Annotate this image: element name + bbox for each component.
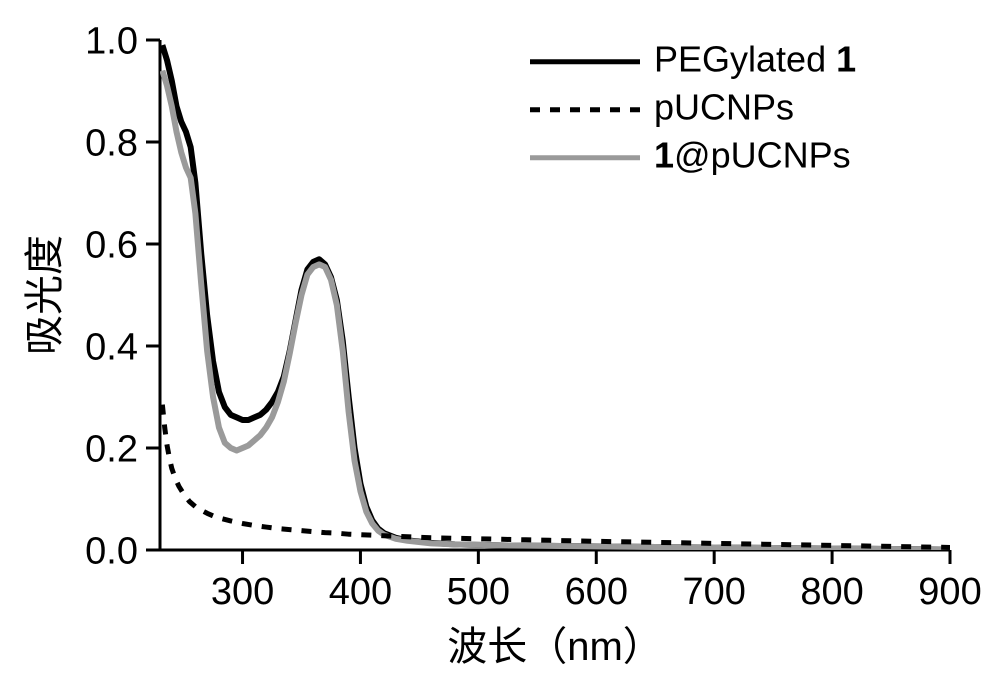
x-tick-label: 800 bbox=[800, 571, 863, 613]
y-tick-label: 0.6 bbox=[85, 224, 138, 266]
y-axis-label: 吸光度 bbox=[23, 235, 67, 355]
x-tick-label: 400 bbox=[329, 571, 392, 613]
legend-label-composite: 1@pUCNPs bbox=[654, 134, 851, 175]
x-tick-label: 900 bbox=[918, 571, 981, 613]
legend-label-pucnps: pUCNPs bbox=[654, 86, 794, 127]
absorbance-spectrum-chart: 300 400 500 600 700 800 900 0.0 0.2 0.4 0.6 0.8 1.0 波… bbox=[0, 0, 1000, 681]
x-tick-label: 700 bbox=[682, 571, 745, 613]
y-tick-label: 0.4 bbox=[85, 326, 138, 368]
legend-label-pegylated1: PEGylated 1 bbox=[654, 38, 856, 79]
y-tick-label: 0.2 bbox=[85, 428, 138, 470]
x-tick-label: 500 bbox=[447, 571, 510, 613]
y-tick-label: 1.0 bbox=[85, 20, 138, 62]
y-tick-label: 0.0 bbox=[85, 530, 138, 572]
x-tick-label: 300 bbox=[211, 571, 274, 613]
x-axis-label: 波长（nm） bbox=[447, 625, 663, 669]
y-tick-label: 0.8 bbox=[85, 122, 138, 164]
x-tick-label: 600 bbox=[565, 571, 628, 613]
